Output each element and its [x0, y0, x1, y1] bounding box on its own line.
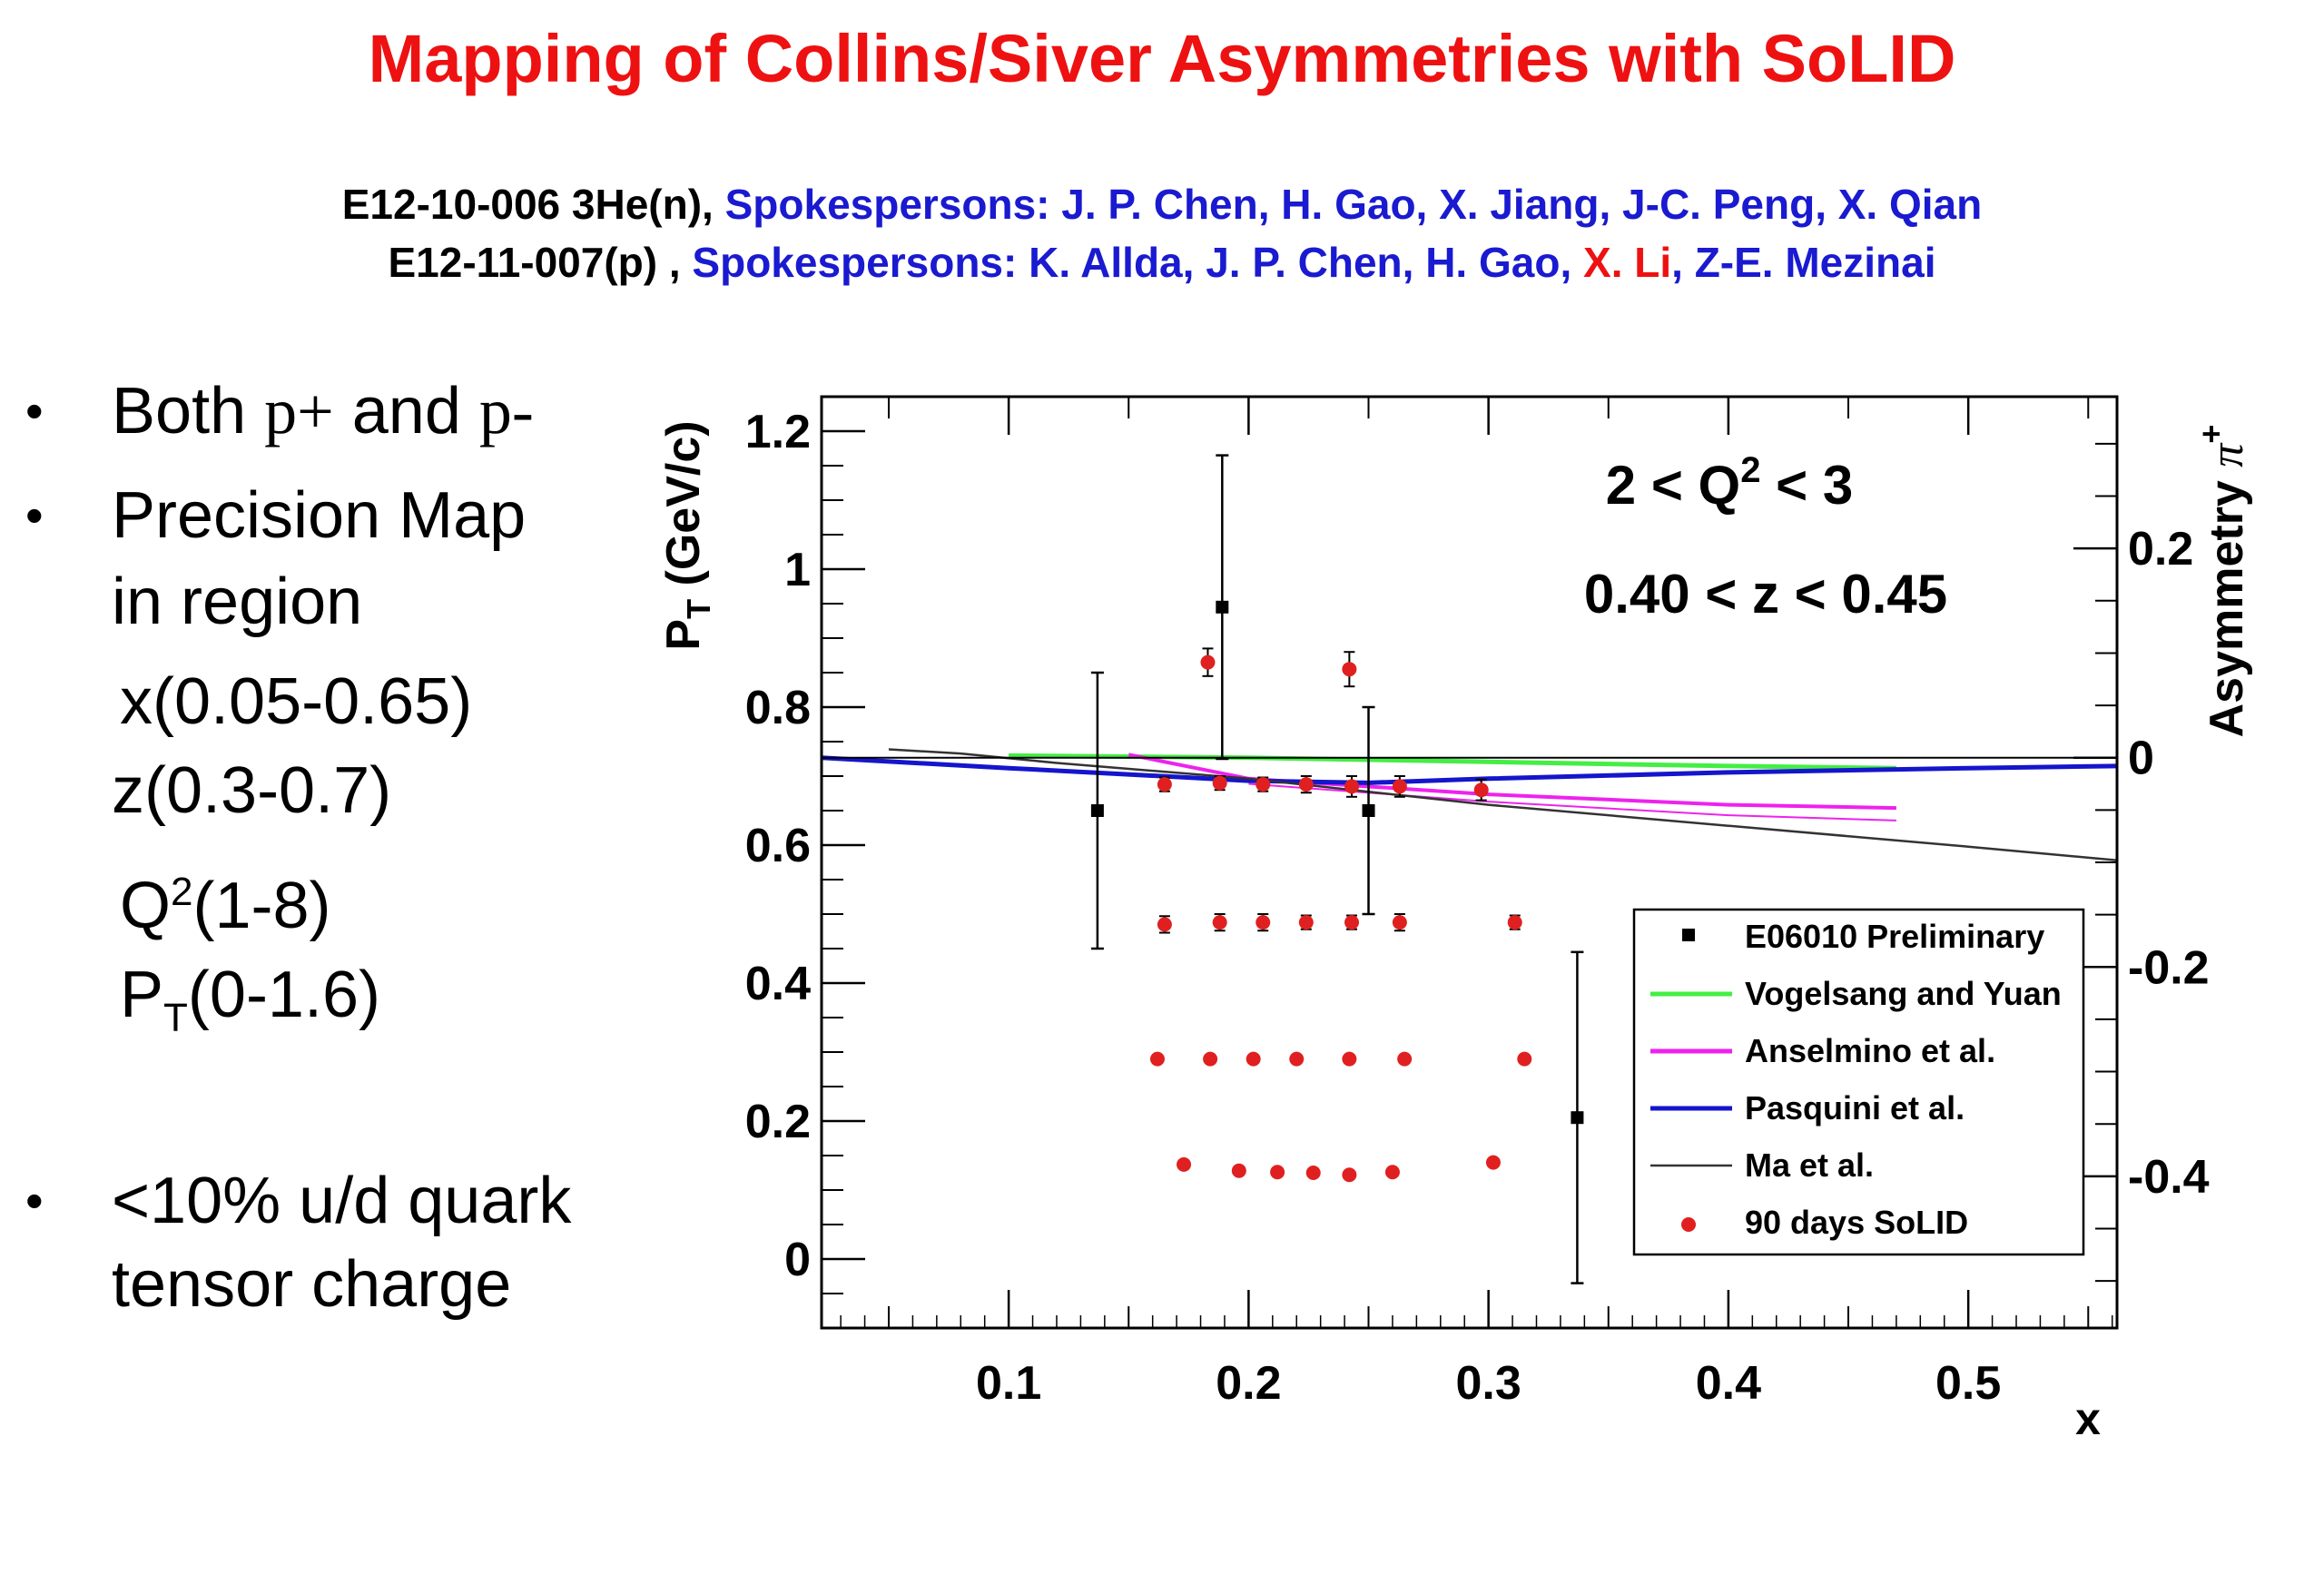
solid-point	[1344, 779, 1360, 794]
legend-label: Pasquini et al.	[1745, 1089, 1965, 1127]
solid-point	[1231, 1163, 1246, 1178]
x-axis-label: x	[2075, 1393, 2101, 1444]
data-points	[1090, 454, 1584, 1284]
experiment-id: E12-11-007(p) ,	[388, 239, 693, 286]
range-text: Q2(1-8)	[120, 870, 331, 942]
e06010-point	[1216, 600, 1229, 614]
experiment-line-2: E12-11-007(p) , Spokespersons: K. Allda,…	[0, 238, 2324, 287]
y-left-tick-label: 1	[784, 544, 811, 596]
solid-point	[1342, 1051, 1357, 1067]
model-curves	[821, 748, 2118, 861]
solid-point	[1203, 1051, 1218, 1067]
bullet-text: in region	[112, 566, 363, 638]
curve-pasquini	[821, 755, 2118, 785]
legend-label: Vogelsang and Yuan	[1745, 975, 2062, 1012]
solid-point	[1517, 1051, 1532, 1067]
highlighted-spokesperson: X. Li	[1583, 239, 1672, 286]
solid-point	[1384, 1165, 1400, 1180]
solid-point	[1177, 1156, 1192, 1172]
solid-point	[1507, 915, 1522, 930]
y-left-tick-label: 0	[784, 1234, 811, 1286]
y-left-tick-label: 0.8	[745, 682, 811, 734]
x-tick-label: 0.5	[1935, 1357, 2001, 1410]
solid-point	[1342, 1167, 1357, 1183]
bullet-text: Both p+ and p-	[112, 375, 534, 448]
range-text: x(0.05-0.65)	[120, 665, 473, 738]
slide-title: Mapping of Collins/Siver Asymmetries wit…	[368, 21, 1956, 96]
solid-point	[1157, 917, 1172, 932]
x-tick-label: 0.1	[976, 1357, 1041, 1410]
solid-point	[1157, 777, 1172, 792]
curve-anselmino	[1128, 753, 1896, 811]
bullet-marker: •	[25, 1172, 44, 1229]
legend-label: Anselmino et al.	[1745, 1032, 1995, 1069]
solid-point	[1212, 915, 1227, 930]
legend-marker-square	[1682, 929, 1695, 941]
spokespersons: Spokespersons: K. Allda, J. P. Chen, H. …	[692, 239, 1584, 286]
solid-point	[1298, 915, 1314, 930]
x-tick-label: 0.2	[1216, 1357, 1281, 1410]
solid-point	[1344, 915, 1360, 930]
y-axis-label-right: Asymmetry π+	[2192, 425, 2253, 738]
solid-point	[1473, 782, 1489, 798]
bullet-marker: •	[25, 487, 44, 544]
y-axis-label-left: PT (GeV/c)	[657, 420, 717, 650]
legend-label: E06010 Preliminary	[1745, 918, 2044, 955]
y-left-tick-label: 0.4	[745, 958, 811, 1010]
e06010-point	[1362, 804, 1375, 817]
solid-point	[1392, 779, 1407, 794]
range-text: PT(0-1.6)	[120, 959, 380, 1040]
q2-range-annotation: 2 < Q2 < 3	[1606, 450, 1853, 516]
spokespersons: Spokespersons: J. P. Chen, H. Gao, X. Ji…	[724, 181, 1983, 228]
solid-point	[1256, 915, 1271, 930]
experiment-line-1: E12-10-006 3He(n), Spokespersons: J. P. …	[0, 180, 2324, 229]
axes: 0.1 0.2 0.3 0.4 0.5 0 0.2 0.4 0.6 0.8 1 1.2 0.2 0 -0.2…	[745, 397, 2210, 1410]
solid-point	[1212, 775, 1227, 791]
experiment-id: E12-10-006 3He(n),	[341, 181, 725, 228]
y-left-tick-label: 0.6	[745, 820, 811, 872]
curve-ma	[888, 748, 2118, 861]
solid-point	[1270, 1165, 1285, 1180]
chart-legend: E06010 Preliminary Vogelsang and Yuan Anse…	[1632, 908, 2085, 1256]
bullet-text: Precision Map	[112, 479, 527, 552]
z-range-annotation: 0.40 < z < 0.45	[1584, 564, 1947, 625]
solid-point	[1305, 1166, 1321, 1180]
y-right-tick-label: 0	[2128, 733, 2154, 785]
solid-point	[1289, 1051, 1305, 1067]
y-right-tick-label: -0.4	[2128, 1151, 2210, 1204]
solid-point	[1397, 1051, 1413, 1067]
spokespersons-tail: , Z-E. Mezinai	[1671, 239, 1936, 286]
solid-point	[1200, 654, 1216, 670]
solid-point	[1246, 1051, 1261, 1067]
y-left-tick-label: 0.2	[745, 1096, 811, 1148]
solid-point	[1256, 777, 1271, 792]
y-right-tick-label: -0.2	[2128, 941, 2210, 994]
bullet-marker: •	[25, 382, 44, 439]
x-tick-label: 0.4	[1696, 1357, 1761, 1410]
legend-box	[1632, 908, 2085, 1256]
solid-point	[1298, 777, 1314, 792]
y-left-tick-label: 1.2	[745, 406, 811, 458]
legend-label: 90 days SoLID	[1745, 1204, 1968, 1241]
bullet-text: tensor charge	[112, 1248, 512, 1321]
solid-point	[1485, 1155, 1501, 1170]
e06010-point	[1571, 1111, 1584, 1125]
legend-label: Ma et al.	[1745, 1146, 1874, 1184]
solid-point	[1392, 915, 1407, 930]
legend-marker-dot	[1681, 1217, 1696, 1232]
solid-point	[1342, 662, 1357, 677]
range-text: z(0.3-0.7)	[112, 754, 392, 827]
x-tick-label: 0.3	[1455, 1357, 1521, 1410]
y-right-tick-label: 0.2	[2128, 523, 2193, 576]
bullet-text: <10% u/d quark	[112, 1165, 572, 1237]
solid-point	[1149, 1051, 1165, 1067]
e06010-point	[1090, 804, 1104, 817]
